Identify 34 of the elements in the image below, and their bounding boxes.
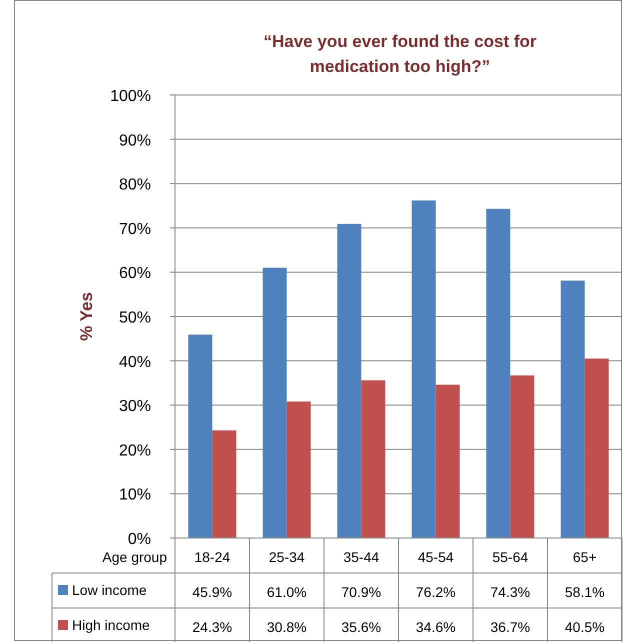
data-label: 36.7% — [490, 619, 530, 635]
chart-title: “Have you ever found the cost for medication too high?” — [264, 32, 537, 76]
x-axis-title: Age group — [102, 549, 168, 565]
data-label: 70.9% — [341, 584, 382, 600]
data-label: 40.5% — [564, 619, 605, 635]
y-tick-label: 20% — [118, 442, 151, 460]
legend-label: High income — [72, 617, 150, 633]
data-label: 30.8% — [266, 619, 307, 635]
y-tick-label: 30% — [118, 398, 151, 416]
y-tick-label: 50% — [118, 310, 151, 326]
y-tick-label: 60% — [118, 265, 151, 282]
data-label: 58.1% — [564, 584, 605, 600]
y-tick-label: 70% — [118, 220, 151, 238]
x-tick-label: 25-34 — [268, 549, 305, 565]
data-label: 61.0% — [266, 584, 307, 600]
x-tick-label: 35-44 — [343, 549, 380, 565]
y-tick-label: 0% — [128, 531, 151, 548]
data-label: 76.2% — [416, 584, 456, 600]
legend-label: Low income — [72, 582, 147, 598]
data-label: 45.9% — [192, 584, 232, 600]
data-label: 34.6% — [416, 619, 456, 635]
data-label: 24.3% — [192, 619, 232, 635]
y-tick-label: 80% — [118, 176, 151, 194]
x-tick-label: 18-24 — [194, 549, 230, 565]
data-label: 35.6% — [341, 619, 382, 635]
x-tick-label: 45-54 — [418, 549, 454, 565]
y-tick-label: 100% — [110, 88, 151, 105]
data-label: 74.3% — [490, 584, 530, 600]
y-tick-label: 10% — [118, 486, 151, 504]
y-axis-title: % Yes — [77, 292, 96, 341]
y-tick-label: 40% — [118, 354, 151, 371]
x-tick-label: 65+ — [572, 549, 597, 565]
y-tick-label: 90% — [118, 132, 151, 150]
x-tick-label: 55-64 — [492, 549, 528, 565]
